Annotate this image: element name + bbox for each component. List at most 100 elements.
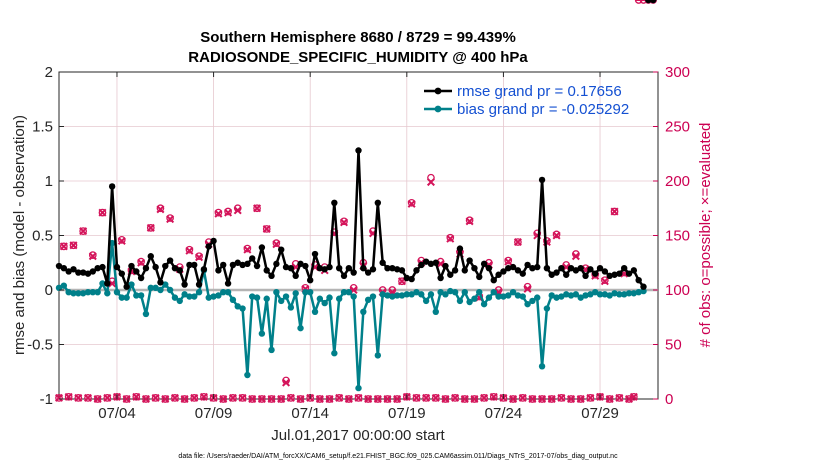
rmse-point bbox=[408, 275, 415, 283]
bias-point bbox=[572, 291, 580, 298]
rmse-point bbox=[369, 266, 377, 273]
rmse-point bbox=[393, 266, 401, 273]
rmse-point bbox=[355, 147, 362, 154]
bias-point bbox=[563, 291, 570, 298]
rmse-point bbox=[350, 269, 357, 276]
rmse-point bbox=[249, 255, 256, 262]
obs-evaluated-point bbox=[335, 393, 344, 402]
rmse-point bbox=[645, 0, 652, 4]
bias-point bbox=[548, 292, 555, 299]
bias-point bbox=[456, 297, 464, 305]
y-right-tick-label-2: 100 bbox=[665, 282, 690, 299]
x-tick-label-0: 07/04 bbox=[98, 405, 136, 422]
bias-point bbox=[292, 290, 299, 297]
obs-possible-point bbox=[262, 225, 271, 233]
rmse-point bbox=[195, 281, 203, 288]
obs-possible-point bbox=[88, 251, 97, 259]
bias-point bbox=[379, 291, 386, 298]
obs-possible-point bbox=[610, 207, 619, 216]
obs-evaluated-point bbox=[629, 392, 638, 401]
rmse-point bbox=[55, 262, 63, 270]
obs-possible-point bbox=[504, 256, 513, 265]
obs-possible-point bbox=[364, 395, 373, 403]
y-right-tick-label-4: 200 bbox=[665, 173, 690, 190]
bias-point bbox=[162, 281, 169, 288]
rmse-point bbox=[152, 263, 159, 271]
rmse-point bbox=[316, 265, 324, 272]
y-axis-label-right: # of obs: o=possible; ×=evaluated bbox=[697, 123, 714, 348]
x-tick-label-3: 07/19 bbox=[388, 405, 426, 422]
bias-point bbox=[509, 288, 517, 296]
bias-point bbox=[99, 280, 106, 287]
rmse-point bbox=[215, 267, 222, 274]
obs-evaluated-point bbox=[161, 394, 170, 404]
rmse-point bbox=[592, 270, 599, 277]
obs-evaluated-point bbox=[219, 394, 228, 404]
rmse-point bbox=[587, 266, 594, 273]
rmse-point bbox=[200, 266, 208, 273]
obs-evaluated-point bbox=[277, 394, 286, 404]
bias-point bbox=[393, 292, 401, 299]
rmse-point bbox=[616, 270, 623, 277]
obs-possible-point bbox=[59, 242, 68, 251]
bias-point bbox=[157, 286, 164, 294]
obs-evaluated-point bbox=[441, 394, 450, 404]
rmse-point bbox=[311, 250, 319, 258]
rmse-point bbox=[640, 283, 647, 290]
bias-point bbox=[244, 371, 251, 379]
obs-evaluated-point bbox=[156, 205, 165, 214]
obs-evaluated-point bbox=[571, 252, 580, 261]
bias-point bbox=[625, 290, 633, 297]
obs-evaluated-point bbox=[407, 199, 416, 208]
obs-possible-point bbox=[171, 394, 179, 402]
obs-possible-point bbox=[480, 394, 488, 402]
obs-possible-point bbox=[316, 395, 324, 403]
rmse-point bbox=[133, 268, 140, 275]
rmse-point bbox=[572, 267, 580, 274]
obs-possible-point bbox=[113, 392, 121, 401]
rmse-point bbox=[297, 260, 304, 268]
rmse-point bbox=[142, 265, 150, 272]
obs-possible-point bbox=[422, 394, 430, 402]
obs-possible-point bbox=[605, 395, 614, 403]
obs-possible-point bbox=[200, 392, 208, 401]
bias-point bbox=[229, 296, 237, 304]
obs-possible-point bbox=[538, 395, 546, 403]
obs-evaluated-point bbox=[83, 393, 92, 402]
obs-possible-point bbox=[151, 394, 160, 402]
bias-point bbox=[369, 293, 377, 300]
obs-evaluated-point bbox=[257, 394, 266, 404]
bias-point bbox=[128, 281, 135, 288]
rmse-point bbox=[253, 262, 261, 270]
rmse-point bbox=[302, 262, 309, 270]
rmse-point bbox=[630, 267, 638, 274]
obs-evaluated-point bbox=[325, 394, 334, 404]
rmse-point bbox=[263, 267, 270, 274]
rmse-point bbox=[75, 269, 82, 276]
obs-evaluated-point bbox=[557, 393, 566, 402]
bias-point bbox=[258, 330, 266, 337]
rmse-point bbox=[495, 271, 502, 278]
obs-evaluated-point bbox=[431, 393, 440, 402]
bias-point bbox=[529, 297, 536, 305]
rmse-point bbox=[548, 271, 555, 278]
rmse-point bbox=[181, 281, 188, 288]
chart-subtitle: RADIOSONDE_SPECIFIC_HUMIDITY @ 400 hPa bbox=[188, 49, 528, 66]
obs-possible-point bbox=[335, 394, 344, 402]
obs-evaluated-point bbox=[504, 257, 513, 266]
bias-point bbox=[490, 288, 497, 296]
obs-possible-point bbox=[180, 395, 189, 403]
obs-evaluated-point bbox=[446, 234, 455, 243]
bias-point bbox=[437, 288, 444, 296]
bias-point bbox=[118, 294, 125, 301]
rmse-point bbox=[606, 272, 613, 280]
obs-possible-point bbox=[465, 216, 474, 225]
bias-point bbox=[534, 294, 541, 301]
bias-point bbox=[471, 295, 478, 302]
bias-point bbox=[321, 299, 328, 307]
bias-point bbox=[364, 296, 372, 304]
y-axis-label: rmse and bias (model - observation) bbox=[11, 115, 28, 355]
obs-evaluated-point bbox=[509, 394, 518, 404]
rmse-point bbox=[403, 274, 411, 282]
rmse-point bbox=[191, 261, 198, 269]
